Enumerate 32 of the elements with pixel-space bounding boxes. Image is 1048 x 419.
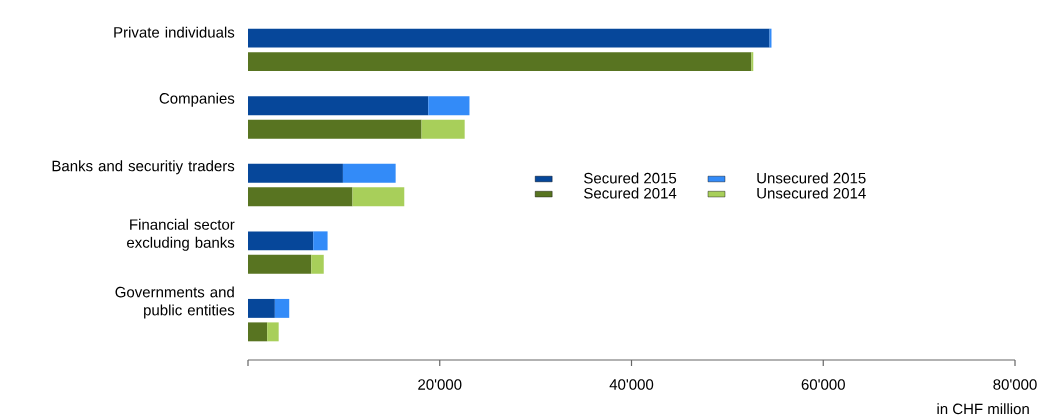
- bar: [421, 119, 465, 139]
- bar: [311, 254, 324, 274]
- x-tick-label: 60'000: [801, 379, 845, 390]
- bar: [428, 96, 470, 116]
- y-tick-label: Financial sector excluding banks: [127, 218, 235, 251]
- bar: [248, 163, 343, 183]
- bar: [248, 28, 770, 48]
- y-tick-label: Governments and public entities: [115, 286, 235, 319]
- bar: [248, 254, 312, 274]
- x-axis-title: in CHF million: [937, 403, 1029, 415]
- bar: [248, 52, 752, 72]
- bar: [352, 187, 405, 207]
- bar: [313, 231, 328, 251]
- y-tick-label: Private individuals: [114, 26, 235, 38]
- legend-label: Secured 2015: [584, 172, 677, 184]
- bar: [248, 322, 268, 342]
- bar: [248, 96, 429, 116]
- bar: [267, 322, 279, 342]
- legend-label: Unsecured 2015: [757, 172, 866, 184]
- y-tick-label: Banks and securitiy traders: [52, 160, 235, 175]
- x-tick-label: 40'000: [609, 379, 654, 390]
- bar: [248, 119, 422, 139]
- legend-label: Unsecured 2014: [757, 187, 866, 199]
- bar: [248, 187, 353, 207]
- bar: [248, 231, 314, 251]
- y-tick-label: Companies: [159, 92, 235, 107]
- x-tick-label: 20'000: [418, 379, 462, 390]
- x-tick-label: 80'000: [993, 379, 1037, 390]
- bar: [342, 163, 396, 183]
- bar: [274, 298, 290, 318]
- legend-label: Secured 2014: [584, 187, 677, 199]
- bar: [248, 298, 275, 318]
